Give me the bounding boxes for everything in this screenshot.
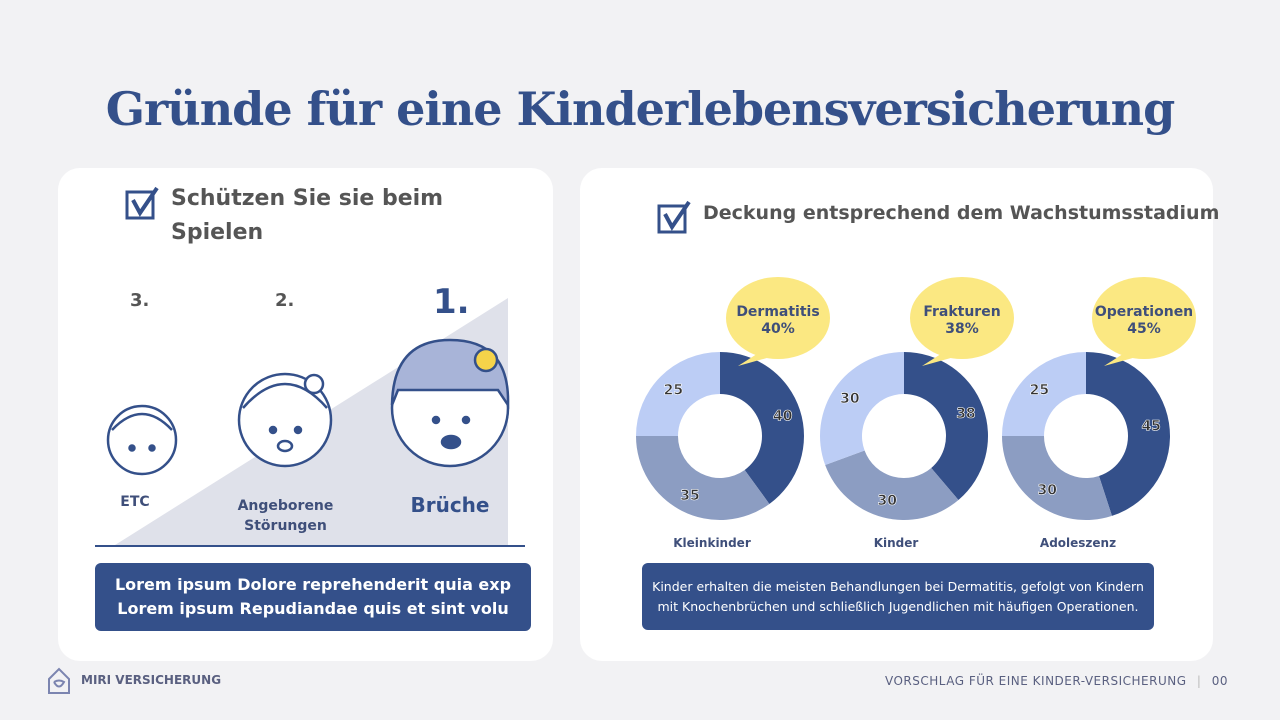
donut-slice <box>820 352 904 466</box>
rank-3: 3. <box>130 290 150 311</box>
rank-2-label: Angeborene Störungen <box>237 498 334 534</box>
footer-deck-title: VORSCHLAG FÜR EINE KINDER-VERSICHERUNG <box>884 674 1187 688</box>
callout-name: Operationen <box>1095 304 1193 320</box>
left-text-line: Lorem ipsum Repudiandae quis et sint vol… <box>117 599 509 618</box>
left-text-box: Lorem ipsum Dolore reprehenderit quia ex… <box>95 563 531 631</box>
rank-1: 1. <box>433 282 470 322</box>
footer-title: VORSCHLAG FÜR EINE KINDER-VERSICHERUNG |… <box>885 674 1228 688</box>
summary-box: Kinder erhalten die meisten Behandlungen… <box>642 563 1154 630</box>
donut-title: Kinder <box>874 536 919 550</box>
checkbox-icon <box>125 186 159 220</box>
callout-value: 40% <box>761 321 795 337</box>
left-heading: Schützen Sie sie beim Spielen <box>125 182 445 250</box>
callout-bubble <box>1092 277 1196 359</box>
slice-label: 35 <box>680 488 699 504</box>
slice-label: 30 <box>840 391 860 407</box>
footer-brand: MIRI VERSICHERUNG <box>81 673 222 687</box>
child-face-medium-icon <box>237 372 333 468</box>
slice-label: 25 <box>664 382 683 398</box>
callout-value: 45% <box>1127 321 1161 337</box>
callout-name: Frakturen <box>923 304 1000 320</box>
slice-label: 40 <box>773 409 793 425</box>
donut-slice <box>825 450 959 520</box>
rank-3-label: ETC <box>120 494 150 510</box>
donut-slice <box>904 352 988 500</box>
donut-slice <box>1002 352 1086 436</box>
donut-slice <box>720 352 804 504</box>
summary-text: Kinder erhalten die meisten Behandlungen… <box>652 579 1144 614</box>
callout-bubble <box>910 277 1014 359</box>
left-text-line: Lorem ipsum Dolore reprehenderit quia ex… <box>114 575 512 594</box>
slice-label: 45 <box>1141 419 1160 435</box>
page-title: Gründe für eine Kinderlebensversicherung <box>105 82 1176 136</box>
callout-bubble <box>726 277 830 359</box>
ranking-illustration <box>95 298 525 547</box>
donut-title: Kleinkinder <box>673 536 751 550</box>
donut-slice <box>636 436 770 520</box>
callout-name: Dermatitis <box>736 304 819 320</box>
left-heading-text: Schützen Sie sie beim Spielen <box>171 186 444 245</box>
checkbox-icon <box>657 200 691 234</box>
donut-slice <box>636 352 720 436</box>
slice-label: 30 <box>878 493 898 509</box>
slice-label: 30 <box>1037 482 1057 498</box>
donut-slice <box>1002 436 1112 520</box>
rank-2: 2. <box>275 290 295 311</box>
callout-value: 38% <box>945 321 979 337</box>
right-heading-text: Deckung entsprechend dem Wachstumsstadiu… <box>703 202 1220 224</box>
footer-divider: | <box>1196 674 1202 688</box>
slice-label: 38 <box>956 406 975 422</box>
donut-title: Adoleszenz <box>1040 536 1116 550</box>
brand-logo-icon <box>48 667 70 694</box>
donut-slice <box>1086 352 1170 516</box>
slice-label: 25 <box>1030 382 1049 398</box>
right-heading: Deckung entsprechend dem Wachstumsstadiu… <box>657 196 1219 234</box>
page-number: 00 <box>1211 674 1228 688</box>
child-face-small-icon <box>106 404 178 476</box>
rank-1-label: Brüche <box>410 493 490 517</box>
child-face-large-icon <box>390 338 510 468</box>
